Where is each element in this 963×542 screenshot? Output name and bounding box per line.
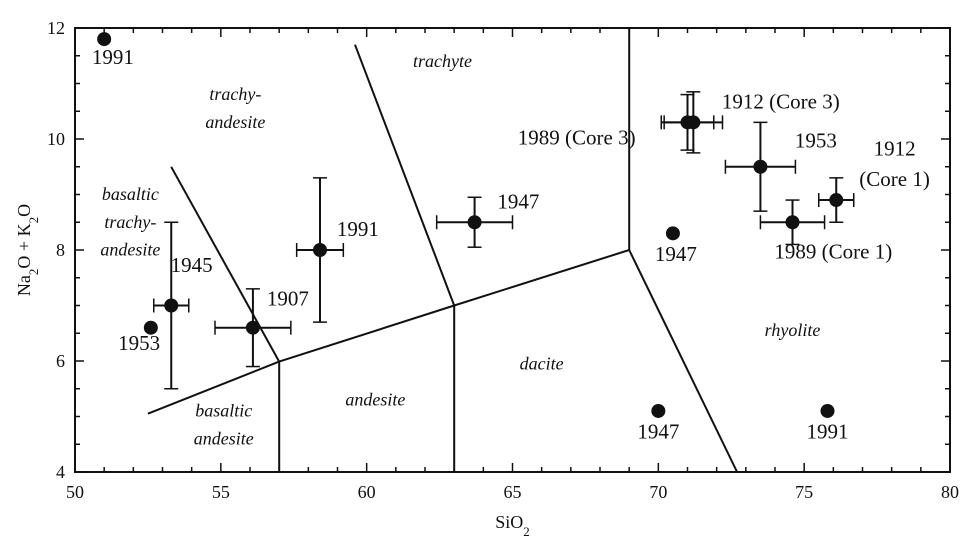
point-label-8: 1991 [807,420,849,444]
field-boundaries [147,28,738,473]
point-label-3: 1907 [267,287,309,311]
data-point-6 [665,226,680,241]
field-labels: trachy-andesite trachyte basaltic trachy-an… [100,51,820,448]
point-label-14: (Core 1) [859,167,930,191]
boundary-line-5 [354,44,456,306]
boundary-line-6 [170,166,281,363]
field-label-9: basaltic [195,401,252,421]
point-label-5: 1947 [497,189,539,213]
point-label-11: 1953 [795,128,837,152]
y-tick-label-0: 4 [56,462,65,482]
data-point-8 [820,403,835,418]
y-tick-label-4: 12 [47,18,65,38]
point-label-12: 1989 (Core 1) [774,239,892,263]
y-tick-label-3: 10 [47,129,65,149]
data-point-10 [680,115,695,130]
y-tick-label-2: 8 [56,240,65,260]
point-label-1: 1953 [118,331,160,355]
y-tick-label-1: 6 [56,351,65,371]
field-label-5: andesite [100,240,160,260]
point-labels: 1991 1953 1945 1907 1991 1947 1947 1947 1991 1912… [92,45,930,444]
x-tick-label-5: 75 [795,482,813,502]
x-tick-label-6: 80 [941,482,959,502]
error-bars [153,91,855,390]
point-label-9: 1912 (Core 3) [722,89,840,113]
data-point-2 [164,298,179,313]
x-axis-title: SiO2 [495,512,530,537]
x-tick-label-2: 60 [358,482,376,502]
boundary-line-3 [628,249,738,473]
data-point-13 [829,193,844,208]
data-points [97,32,844,418]
field-label-7: dacite [520,353,564,373]
point-label-13: 1912 [874,137,916,161]
field-label-0: trachy- [209,84,261,104]
point-label-6: 1947 [655,242,697,266]
point-label-4: 1991 [337,217,379,241]
field-label-3: basaltic [102,184,159,204]
x-tick-label-3: 65 [504,482,522,502]
point-label-2: 1945 [171,253,213,277]
field-label-6: rhyolite [765,320,821,340]
x-tick-label-1: 55 [212,482,230,502]
y-axis-title: Na2O + K2O [14,204,41,296]
data-point-5 [467,215,482,230]
point-label-7: 1947 [637,420,679,444]
field-label-8: andesite [345,389,405,409]
field-label-4: trachy- [104,212,156,232]
data-point-3 [245,320,260,335]
boundary-line-0 [147,249,630,415]
axes: 50 55 60 65 70 75 80 4 6 8 10 12 SiO2 Na2O + K2O [14,18,959,539]
field-label-2: trachyte [413,51,472,71]
data-point-7 [651,403,666,418]
field-label-1: andesite [205,112,265,132]
x-tick-label-4: 70 [649,482,667,502]
point-label-10: 1989 (Core 3) [518,126,636,150]
x-tick-label-0: 50 [66,482,84,502]
data-point-12 [785,215,800,230]
field-label-10: andesite [194,428,254,448]
data-point-1 [143,320,158,335]
point-label-0: 1991 [92,45,134,69]
data-point-11 [753,159,768,174]
data-point-4 [313,243,327,257]
data-point-0 [97,32,112,47]
